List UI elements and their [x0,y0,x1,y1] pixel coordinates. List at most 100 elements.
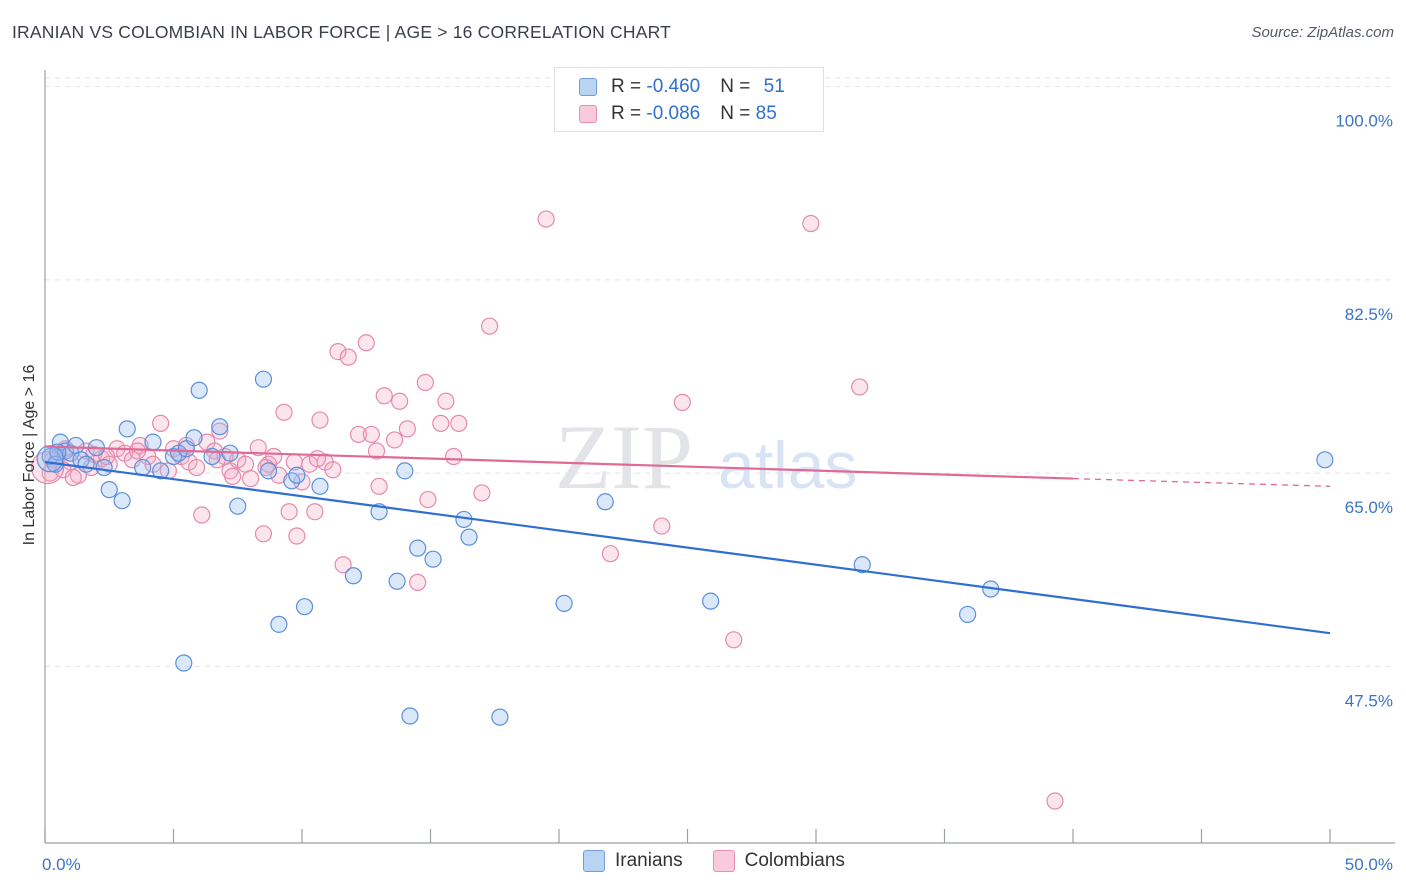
iranian-point [119,421,135,437]
colombian-point [358,335,374,351]
colombian-point [363,426,379,442]
iranian-point [145,434,161,450]
colombian-point [482,318,498,334]
colombians-points [32,211,1063,809]
y-tick-label: 47.5% [1345,691,1393,710]
iranian-point [289,467,305,483]
iranian-point [345,568,361,584]
iranians-r-value: -0.460 [646,76,700,98]
colombian-point [726,632,742,648]
bottom-legend: Iranians Colombians [583,850,875,872]
colombian-point [255,526,271,542]
legend-row-iranians: R = -0.460 N = 51 [579,75,785,99]
watermark-atlas: atlas [718,428,857,502]
colombians-n-label: N = [720,103,755,125]
iranians-legend-label: Iranians [615,850,683,872]
colombian-point [376,388,392,404]
colombian-point [538,211,554,227]
iranian-point [176,655,192,671]
iranian-point [297,599,313,615]
iranians-n-label: N = [720,76,755,98]
iranians-legend-swatch [583,850,605,872]
colombian-point [392,393,408,409]
colombian-point [225,468,241,484]
colombian-point [237,456,253,472]
iranian-point [114,493,130,509]
iranian-point [37,446,63,472]
colombian-point [189,460,205,476]
iranian-point [212,419,228,435]
colombian-point [371,478,387,494]
grid-layer [45,78,1395,666]
iranians-n-value: 51 [764,76,785,98]
colombian-point [420,492,436,508]
iranian-point [135,460,151,476]
iranians-r-label: R = [611,76,646,98]
colombian-point [451,415,467,431]
bottom-legend-iranians[interactable]: Iranians [583,850,683,872]
colombian-point [410,574,426,590]
colombians-legend-label: Colombians [745,850,845,872]
colombian-point [803,215,819,231]
iranian-point [101,482,117,498]
iranian-point [96,460,112,476]
colombian-point [399,421,415,437]
colombian-point [1047,793,1063,809]
iranian-point [68,437,84,453]
legend-row-colombians: R = -0.086 N = 85 [579,102,777,126]
scatter-chart: ZIP atlas 47.5%65.0%82.5%100.0%0.0% 50.0% [0,0,1406,892]
colombian-point [309,451,325,467]
iranian-point [703,593,719,609]
x-tick-label-min: 0.0% [42,855,81,874]
iranian-point [312,478,328,494]
watermark: ZIP atlas [555,406,857,508]
colombian-point [276,404,292,420]
y-axis-label: In Labor Force | Age > 16 [21,365,39,546]
colombian-point [417,375,433,391]
iranian-point [389,573,405,589]
colombian-point [281,504,297,520]
colombians-swatch [579,105,597,123]
iranian-point [230,498,246,514]
colombians-legend-swatch [713,850,735,872]
iranian-point [597,494,613,510]
colombian-point [325,462,341,478]
iranian-point [191,382,207,398]
iranian-point [402,708,418,724]
bottom-legend-colombians[interactable]: Colombians [713,850,845,872]
colombian-point [194,507,210,523]
iranian-point [410,540,426,556]
iranian-point [255,371,271,387]
colombian-point [65,469,81,485]
iranian-point [397,463,413,479]
iranian-point [1317,452,1333,468]
iranian-point [261,463,277,479]
colombians-n-value: 85 [756,103,777,125]
colombian-point [243,471,259,487]
colombian-point [130,443,146,459]
colombian-point [438,393,454,409]
colombian-point [340,349,356,365]
colombian-point [602,546,618,562]
y-tick-label: 100.0% [1335,112,1393,131]
iranian-point [960,606,976,622]
colombians-r-value: -0.086 [646,103,700,125]
colombian-point [654,518,670,534]
colombian-point [312,412,328,428]
colombian-point [446,449,462,465]
colombian-point [153,415,169,431]
colombian-point [289,528,305,544]
colombian-point [674,394,690,410]
iranian-point [186,430,202,446]
colombian-point [474,485,490,501]
colombian-point [387,432,403,448]
y-tick-label: 65.0% [1345,498,1393,517]
iranian-point [461,529,477,545]
correlation-legend: R = -0.460 N = 51 R = -0.086 N = 85 [554,67,824,132]
colombian-point [852,379,868,395]
iranian-point [425,551,441,567]
y-tick-label: 82.5% [1345,305,1393,324]
iranian-point [271,616,287,632]
colombian-point [307,504,323,520]
colombians-trend-extension [1073,479,1330,487]
